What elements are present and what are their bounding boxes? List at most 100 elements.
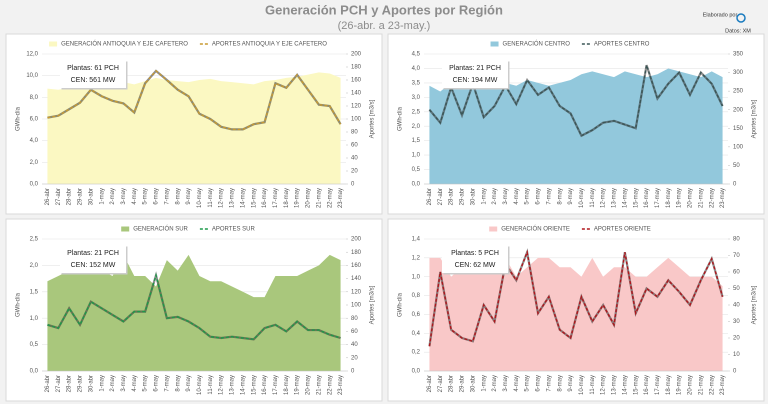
y2-tick-label: 50 bbox=[733, 286, 740, 292]
y-tick-label: 12,0 bbox=[26, 52, 38, 58]
annotation-box bbox=[60, 60, 126, 88]
x-tick-label: 17-may bbox=[655, 188, 661, 208]
y2-tick-label: 0 bbox=[733, 369, 737, 375]
y2-axis-label: Aportes [m3/s] bbox=[752, 285, 758, 324]
x-tick-label: 6-may bbox=[536, 375, 542, 392]
x-tick-label: 4-may bbox=[514, 188, 520, 205]
x-tick-label: 14-may bbox=[622, 375, 628, 395]
y2-tick-label: 300 bbox=[733, 70, 744, 76]
x-tick-label: 26-abr bbox=[45, 375, 51, 392]
area bbox=[47, 72, 341, 184]
y-tick-label: 1,5 bbox=[412, 138, 421, 144]
legend-swatch bbox=[490, 41, 499, 47]
y2-tick-label: 60 bbox=[351, 143, 358, 149]
x-tick-label: 19-may bbox=[295, 188, 301, 208]
y-tick-label: 0,0 bbox=[412, 182, 421, 188]
x-tick-label: 7-may bbox=[546, 188, 552, 205]
legend-label: APORTES ANTIOQUIA Y EJE CAFETERO bbox=[212, 42, 327, 48]
x-tick-label: 21-may bbox=[698, 375, 704, 395]
y2-tick-label: 0 bbox=[351, 182, 355, 188]
annotation-box bbox=[60, 245, 126, 273]
x-tick-label: 17-may bbox=[273, 188, 279, 208]
x-tick-label: 29-abr bbox=[460, 375, 466, 392]
x-tick-label: 4-may bbox=[514, 375, 520, 392]
x-tick-label: 14-may bbox=[240, 375, 246, 395]
y-axis-label: GWh-día bbox=[398, 106, 404, 131]
page-title: Generación PCH y Aportes por Región bbox=[265, 2, 503, 17]
x-tick-label: 9-may bbox=[568, 375, 574, 392]
x-tick-label: 29-abr bbox=[78, 375, 84, 392]
x-tick-label: 3-may bbox=[121, 375, 127, 392]
legend-label: APORTES CENTRO bbox=[594, 42, 650, 48]
x-tick-label: 29-abr bbox=[460, 188, 466, 205]
y-tick-label: 2,0 bbox=[30, 160, 39, 166]
x-tick-label: 5-may bbox=[525, 188, 531, 205]
y2-tick-label: 80 bbox=[733, 237, 740, 243]
line bbox=[47, 69, 342, 131]
x-tick-label: 21-may bbox=[316, 188, 322, 208]
x-tick-label: 16-may bbox=[262, 375, 268, 395]
x-tick-label: 22-may bbox=[709, 375, 715, 395]
credit: Elaborado por bbox=[703, 12, 738, 18]
x-tick-label: 8-may bbox=[557, 375, 563, 392]
y2-tick-label: 0 bbox=[733, 182, 737, 188]
x-tick-label: 27-abr bbox=[56, 375, 62, 392]
x-tick-label: 23-may bbox=[338, 188, 344, 208]
y-tick-label: 0,5 bbox=[412, 167, 421, 173]
x-tick-label: 1-may bbox=[99, 375, 105, 392]
x-tick-label: 19-may bbox=[295, 375, 301, 395]
x-tick-label: 23-may bbox=[338, 375, 344, 395]
x-tick-label: 18-may bbox=[284, 188, 290, 208]
y2-tick-label: 160 bbox=[351, 263, 362, 269]
y-tick-label: 0,6 bbox=[412, 312, 421, 318]
x-tick-label: 2-may bbox=[110, 375, 116, 392]
legend: GENERACIÓN ANTIOQUIA Y EJE CAFETERO APORT… bbox=[49, 41, 327, 48]
x-tick-label: 1-may bbox=[99, 188, 105, 205]
x-tick-label: 7-may bbox=[164, 375, 170, 392]
x-tick-label: 9-may bbox=[186, 375, 192, 392]
line bbox=[428, 64, 724, 137]
legend-label: GENERACIÓN SUR bbox=[133, 226, 188, 233]
y-tick-label: 0,2 bbox=[412, 350, 421, 356]
y2-tick-label: 120 bbox=[351, 104, 362, 110]
x-tick-label: 30-abr bbox=[88, 188, 94, 205]
annotation-box bbox=[442, 245, 508, 273]
legend-label: GENERACIÓN CENTRO bbox=[503, 41, 571, 48]
x-tick-label: 3-may bbox=[503, 375, 509, 392]
y-tick-label: 1,4 bbox=[412, 237, 421, 243]
y-tick-label: 2,5 bbox=[412, 109, 421, 115]
y2-tick-label: 40 bbox=[733, 303, 740, 309]
annotation-box bbox=[442, 60, 508, 88]
x-tick-label: 10-may bbox=[579, 188, 585, 208]
x-tick-label: 18-may bbox=[284, 375, 290, 395]
y2-tick-label: 100 bbox=[351, 117, 362, 123]
legend-label: GENERACIÓN ANTIOQUIA Y EJE CAFETERO bbox=[61, 41, 188, 48]
x-tick-label: 26-abr bbox=[427, 375, 433, 392]
x-tick-label: 20-may bbox=[306, 375, 312, 395]
x-tick-label: 15-may bbox=[251, 375, 257, 395]
x-tick-label: 9-may bbox=[186, 188, 192, 205]
annotation-text: Plantas: 61 PCH bbox=[67, 65, 119, 72]
x-tick-label: 16-may bbox=[262, 188, 268, 208]
y-tick-label: 2,5 bbox=[30, 237, 39, 243]
x-tick-label: 20-may bbox=[306, 188, 312, 208]
x-tick-label: 15-may bbox=[251, 188, 257, 208]
y2-axis-label: Aportes [m3/s] bbox=[370, 99, 376, 138]
y2-tick-label: 80 bbox=[351, 316, 358, 322]
annotation-text: CEN: 561 MW bbox=[71, 77, 116, 84]
y-tick-label: 8,0 bbox=[30, 95, 39, 101]
y-tick-label: 10,0 bbox=[26, 73, 38, 79]
x-tick-label: 26-abr bbox=[427, 188, 433, 205]
y2-tick-label: 140 bbox=[351, 91, 362, 97]
x-tick-label: 4-may bbox=[132, 375, 138, 392]
y2-tick-label: 40 bbox=[351, 156, 358, 162]
x-tick-label: 20-may bbox=[688, 188, 694, 208]
x-tick-label: 2-may bbox=[110, 188, 116, 205]
y-tick-label: 1,2 bbox=[412, 255, 421, 261]
page-subtitle: (26-abr. a 23-may.) bbox=[338, 20, 431, 32]
x-tick-label: 13-may bbox=[612, 375, 618, 395]
legend: GENERACIÓN SUR APORTES SUR bbox=[121, 226, 255, 233]
y2-tick-label: 20 bbox=[351, 355, 358, 361]
y-tick-label: 0,4 bbox=[412, 331, 421, 337]
